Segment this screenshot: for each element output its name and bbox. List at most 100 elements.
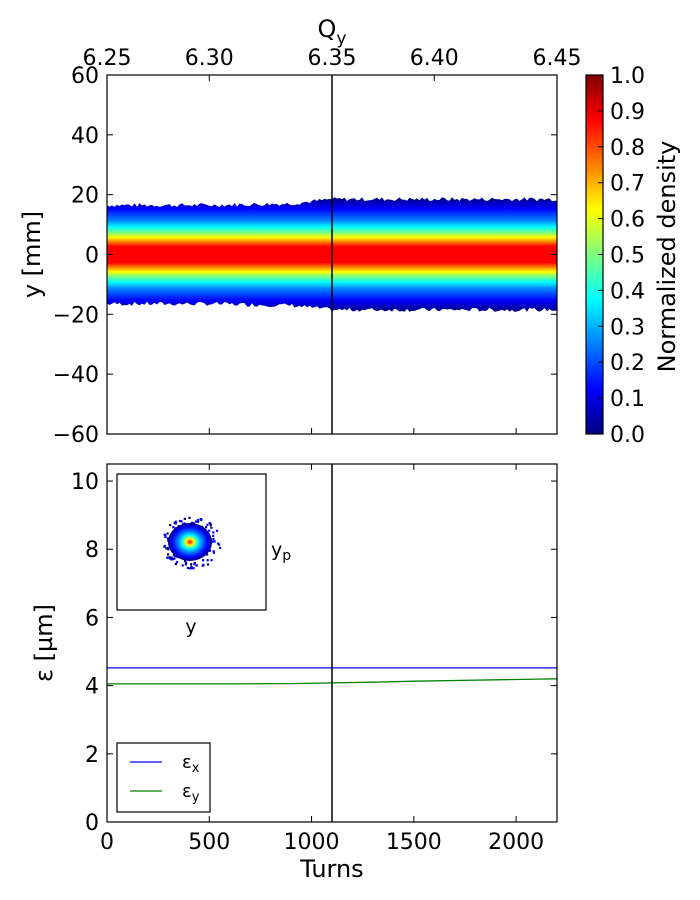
beam-speckle (174, 520, 177, 523)
beam-speckle (215, 529, 219, 532)
beam-speckle (213, 540, 216, 543)
beam-core (168, 523, 212, 561)
beam-speckle (190, 566, 193, 570)
beam-speckle (174, 562, 177, 566)
inset-y-label: yp (271, 539, 291, 564)
beam-speckle (166, 546, 169, 549)
beam-speckle (217, 542, 220, 545)
beam-speckle (193, 563, 196, 566)
bottom-x-tick-label: 0 (100, 830, 114, 855)
beam-speckle (175, 561, 179, 564)
beam-speckle (165, 547, 168, 550)
top-y-tick-label: 60 (71, 64, 99, 89)
q-tick-label: 6.35 (308, 46, 357, 71)
beam-speckle (183, 517, 186, 520)
beam-speckle (170, 558, 173, 561)
beam-speckle (195, 564, 198, 567)
beam-speckle (173, 554, 176, 557)
q-subscript: y (336, 29, 346, 49)
colorbar-tick-label: 0.3 (610, 315, 645, 340)
emittance-lines (107, 667, 558, 685)
colorbar-tick-label: 0.7 (610, 172, 645, 197)
bottom-x-tick-label: 1000 (284, 830, 340, 855)
beam-speckle (190, 521, 193, 524)
beam-speckle (206, 563, 210, 566)
legend-label-y-symbol: ε (182, 781, 192, 802)
beam-speckle (169, 524, 172, 527)
beam-speckle (166, 556, 169, 560)
beam-speckle (209, 522, 212, 526)
legend-entry-x: εx (130, 752, 200, 776)
bottom-y-tick-label: 2 (85, 743, 99, 768)
beam-speckle (181, 564, 184, 567)
top-y-tick-label: −20 (53, 303, 99, 328)
q-tick-label: 6.30 (185, 46, 234, 71)
phase-space-inset: y yp (116, 473, 291, 638)
beam-speckle (166, 537, 169, 540)
beam-speckle (212, 531, 215, 534)
beam-speckle (173, 521, 176, 524)
beam-speckle (163, 533, 166, 536)
top-y-tick-label: −40 (53, 363, 99, 388)
beam-speckle (184, 563, 187, 566)
beam-speckle (172, 558, 175, 561)
beam-speckle (205, 526, 208, 529)
beam-speckle (194, 520, 198, 523)
beam-speckle (190, 563, 193, 566)
beam-speckle (172, 526, 175, 529)
inset-x-label: y (185, 616, 196, 638)
top-plot-frame (106, 74, 558, 435)
beam-speckle (208, 529, 211, 532)
legend-label-x-subscript: x (192, 761, 200, 776)
beam-speckle (202, 559, 205, 562)
bottom-y-tick-label: 8 (85, 538, 99, 563)
legend: εx εy (116, 742, 211, 813)
beam-speckle (167, 553, 170, 556)
beam-speckle (206, 559, 209, 562)
beam-spot (163, 516, 222, 570)
beam-speckle (163, 544, 166, 548)
beam-speckle (168, 556, 172, 559)
beam-speckle (169, 557, 172, 560)
beam-speckle (166, 532, 169, 535)
bottom-y-tick-label: 0 (85, 811, 99, 836)
beam-speckle (164, 535, 167, 539)
colorbar-tick-label: 0.4 (610, 279, 645, 304)
inset-y-subscript: p (282, 548, 291, 564)
beam-speckle (186, 566, 189, 570)
bottom-y-tick-label: 10 (71, 470, 99, 495)
beam-speckle (193, 561, 196, 565)
bottom-y-tick-label: 6 (85, 606, 99, 631)
colorbar: 1.0 0.9 0.8 0.7 0.6 0.5 0.4 0.3 0.2 0.1 0.0 Normal… (585, 64, 681, 448)
legend-label-x: εx (182, 752, 200, 776)
legend-label-x-symbol: ε (182, 752, 192, 773)
colorbar-tick-label: 0.8 (610, 136, 645, 161)
bottom-panel: 0 2 4 6 8 10 0 500 1000 1500 2000 ε [µm] Turns y y… (30, 463, 558, 883)
colorbar-tick-label: 0.0 (610, 423, 645, 448)
beam-speckle (206, 523, 209, 526)
bottom-y-tick-label: 4 (85, 675, 99, 700)
q-symbol: Q (318, 15, 337, 43)
legend-label-y: εy (182, 781, 200, 805)
legend-label-y-subscript: y (192, 790, 200, 805)
beam-speckle (210, 559, 213, 562)
beam-speckle (183, 522, 186, 525)
beam-speckle (205, 553, 209, 556)
q-tick-label: 6.45 (533, 46, 582, 71)
colorbar-label: Normalized density (653, 141, 681, 373)
colorbar-tick-label: 1.0 (610, 64, 645, 89)
beam-speckle (201, 564, 204, 567)
beam-speckle (212, 551, 215, 554)
legend-frame (116, 742, 211, 813)
q-tick-label: 6.25 (83, 46, 132, 71)
beam-speckle (185, 561, 188, 564)
beam-speckle (211, 540, 215, 543)
beam-speckle (183, 560, 187, 563)
beam-speckle (212, 534, 215, 537)
beam-speckle (212, 538, 215, 541)
top-panel: 60 40 20 0 −20 −40 −60 6.25 6.30 6.35 6.40 6.45 y [… (18, 15, 581, 448)
beam-speckle (208, 549, 212, 552)
beam-speckle (189, 567, 192, 570)
beam-speckle (188, 516, 191, 519)
